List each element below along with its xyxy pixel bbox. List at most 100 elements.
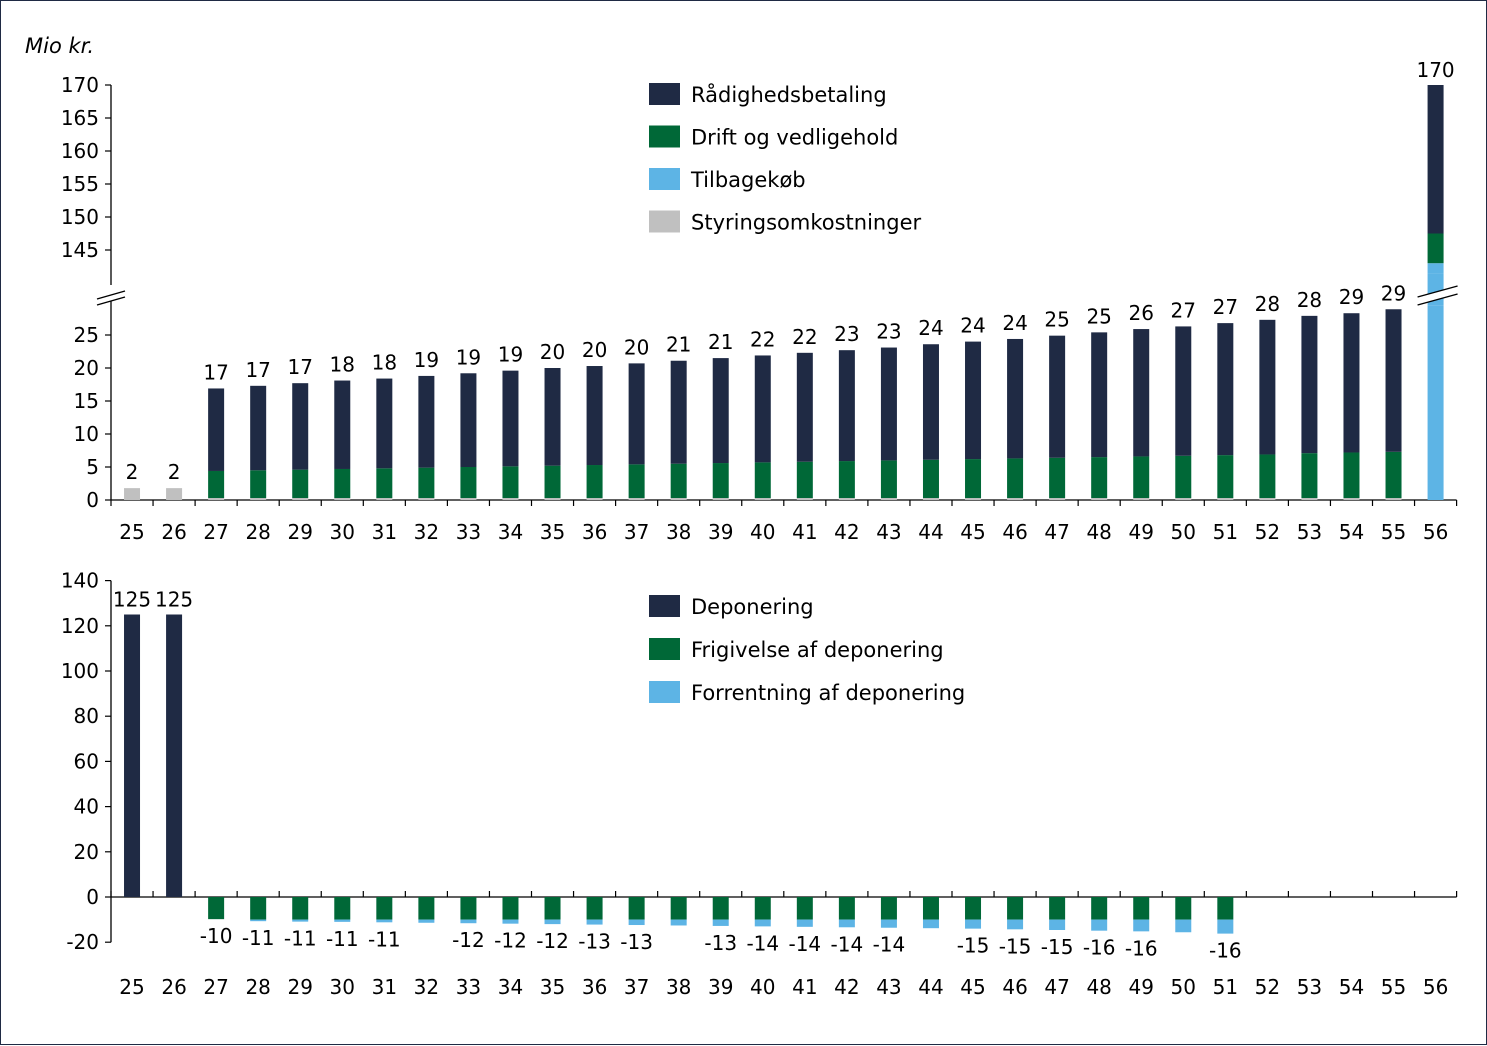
bar-segment: [1049, 457, 1066, 499]
x-tick-label: 25: [119, 975, 144, 999]
bar-segment: [628, 498, 645, 500]
bar-segment: [754, 498, 771, 500]
y-tick-label: 155: [61, 172, 99, 196]
x-tick-label: 52: [1255, 520, 1280, 544]
bar-segment: [796, 352, 813, 462]
data-label: 17: [245, 358, 270, 382]
x-tick-label: 56: [1423, 520, 1448, 544]
bar-segment: [502, 370, 519, 467]
bar-segment: [1091, 332, 1108, 458]
data-label: 24: [960, 314, 985, 338]
x-tick-label: 38: [666, 520, 691, 544]
bar-segment: [922, 919, 939, 929]
x-tick-label: 30: [330, 520, 355, 544]
bar-segment: [250, 919, 267, 922]
x-tick-label: 36: [582, 520, 607, 544]
bar-segment: [1385, 498, 1402, 500]
x-tick-label: 40: [750, 520, 775, 544]
bar-segment: [418, 467, 435, 499]
data-label: 28: [1297, 288, 1322, 312]
bar-segment: [880, 460, 897, 499]
axis-break-mark: [1417, 293, 1458, 306]
y-tick-label: 20: [74, 356, 99, 380]
bar-segment: [838, 919, 855, 928]
bar-segment: [1091, 498, 1108, 500]
data-label: -15: [1041, 935, 1074, 959]
data-label: -11: [368, 927, 401, 951]
x-tick-label: 44: [918, 975, 943, 999]
data-label: -12: [452, 928, 485, 952]
data-label: 23: [876, 320, 901, 344]
bar-segment: [1175, 897, 1192, 920]
data-label: 19: [498, 343, 523, 367]
bar-segment: [166, 488, 183, 500]
x-tick-label: 48: [1086, 975, 1111, 999]
x-tick-label: 51: [1213, 975, 1238, 999]
data-label: 24: [918, 316, 943, 340]
axis-break-mark: [1417, 285, 1458, 298]
x-tick-label: 49: [1128, 975, 1153, 999]
bar-segment: [418, 375, 435, 468]
x-tick-label: 28: [245, 975, 270, 999]
bar-segment: [1049, 919, 1066, 930]
bar-segment: [838, 350, 855, 462]
bar-segment: [1217, 323, 1234, 456]
bar-segment: [166, 614, 183, 897]
bar-segment: [1175, 326, 1192, 456]
x-tick-label: 42: [834, 975, 859, 999]
x-tick-label: 50: [1171, 520, 1196, 544]
bar-segment: [1385, 451, 1402, 499]
legend-label: Forrentning af deponering: [691, 681, 965, 705]
data-label: -11: [326, 927, 359, 951]
data-label: 20: [582, 338, 607, 362]
data-label: 2: [126, 460, 139, 484]
bar-segment: [754, 355, 771, 463]
bar-segment: [1049, 335, 1066, 458]
bar-segment: [1007, 897, 1024, 920]
data-label: 27: [1171, 298, 1196, 322]
data-label: 17: [287, 355, 312, 379]
bar-segment: [965, 498, 982, 500]
bar-segment: [712, 498, 729, 500]
data-label: 20: [624, 335, 649, 359]
bar-segment: [1217, 919, 1234, 934]
bar-segment: [965, 897, 982, 920]
bar-segment: [1049, 498, 1066, 500]
x-tick-label: 54: [1339, 520, 1364, 544]
data-label: 21: [666, 333, 691, 357]
legend-swatch: [649, 125, 680, 148]
x-tick-label: 50: [1171, 975, 1196, 999]
x-tick-label: 51: [1213, 520, 1238, 544]
bar-segment: [376, 919, 393, 923]
bar-segment: [1175, 498, 1192, 500]
bar-segment: [922, 897, 939, 920]
bar-segment: [965, 459, 982, 499]
data-label: 24: [1002, 311, 1027, 335]
legend-swatch: [649, 83, 680, 105]
data-label: -16: [1083, 936, 1116, 960]
data-label: 29: [1381, 281, 1406, 305]
x-tick-label: 38: [666, 975, 691, 999]
x-tick-label: 45: [960, 975, 985, 999]
x-tick-label: 55: [1381, 520, 1406, 544]
bar-segment: [460, 467, 477, 499]
x-tick-label: 27: [203, 975, 228, 999]
bar-segment: [376, 468, 393, 499]
x-tick-label: 53: [1297, 520, 1322, 544]
x-tick-label: 43: [876, 520, 901, 544]
bar-segment: [1301, 453, 1318, 499]
bar-segment: [1007, 338, 1024, 459]
y-tick-label: 20: [74, 840, 99, 864]
data-label: 125: [113, 588, 151, 612]
bar-segment: [334, 897, 351, 920]
bar-segment: [376, 498, 393, 500]
bar-segment: [1007, 458, 1024, 499]
x-tick-label: 40: [750, 975, 775, 999]
axis-break-mark: [96, 296, 126, 306]
x-tick-label: 45: [960, 520, 985, 544]
bar-segment: [838, 498, 855, 500]
bar-segment: [670, 360, 687, 464]
x-tick-label: 46: [1002, 520, 1027, 544]
bar-segment: [1427, 305, 1444, 500]
